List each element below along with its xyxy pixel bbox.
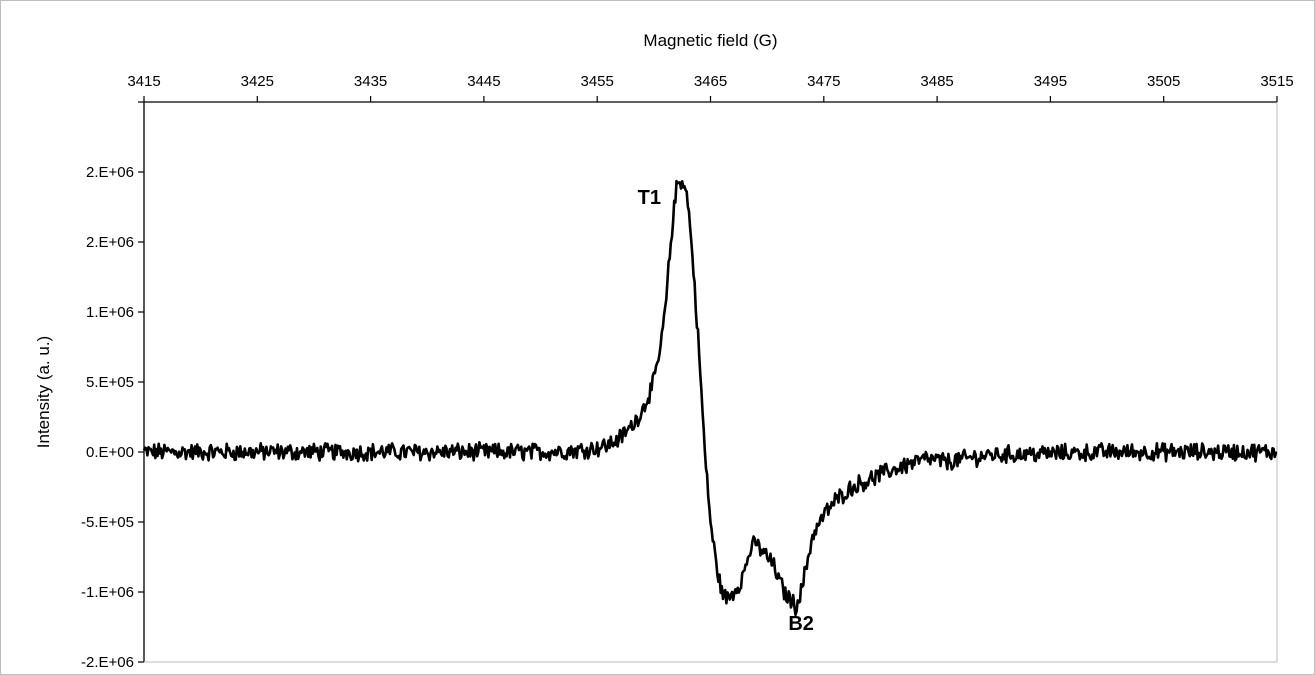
- x-tick-label: 3465: [694, 73, 727, 90]
- y-tick-label: 1.E+06: [86, 304, 134, 321]
- y-tick-label: 0.E+00: [86, 444, 134, 461]
- x-tick-label: 3425: [241, 73, 274, 90]
- y-tick-label: 2.E+06: [86, 234, 134, 251]
- y-axis-title: Intensity (a. u.): [34, 336, 53, 448]
- trough-annotation-b2: B2: [788, 613, 814, 635]
- x-tick-label: 3515: [1260, 73, 1293, 90]
- x-tick-label: 3495: [1034, 73, 1067, 90]
- x-tick-label: 3445: [467, 73, 500, 90]
- peak-annotation-t1: T1: [638, 187, 661, 209]
- x-axis-title: Magnetic field (G): [643, 31, 777, 50]
- spectrum-line: [142, 179, 1278, 617]
- y-tick-label: -1.E+06: [81, 584, 134, 601]
- x-tick-label: 3455: [581, 73, 614, 90]
- x-ticks: 3415 3425 3435 3445 3455 3465 3475 3485 3495 3505…: [127, 73, 1294, 102]
- y-tick-label: 2.E+06: [86, 164, 134, 181]
- x-tick-label: 3475: [807, 73, 840, 90]
- y-ticks: -2.E+06 -1.E+06 -5.E+05 0.E+00 5.E+05 1.E+06 2…: [81, 101, 144, 671]
- y-tick-label: -2.E+06: [81, 654, 134, 671]
- x-tick-label: 3415: [127, 73, 160, 90]
- y-tick-label: -5.E+05: [81, 514, 134, 531]
- x-tick-label: 3485: [920, 73, 953, 90]
- y-tick-label: 5.E+05: [86, 374, 134, 391]
- x-tick-label: 3505: [1147, 73, 1180, 90]
- x-tick-label: 3435: [354, 73, 387, 90]
- axes: [143, 101, 1278, 663]
